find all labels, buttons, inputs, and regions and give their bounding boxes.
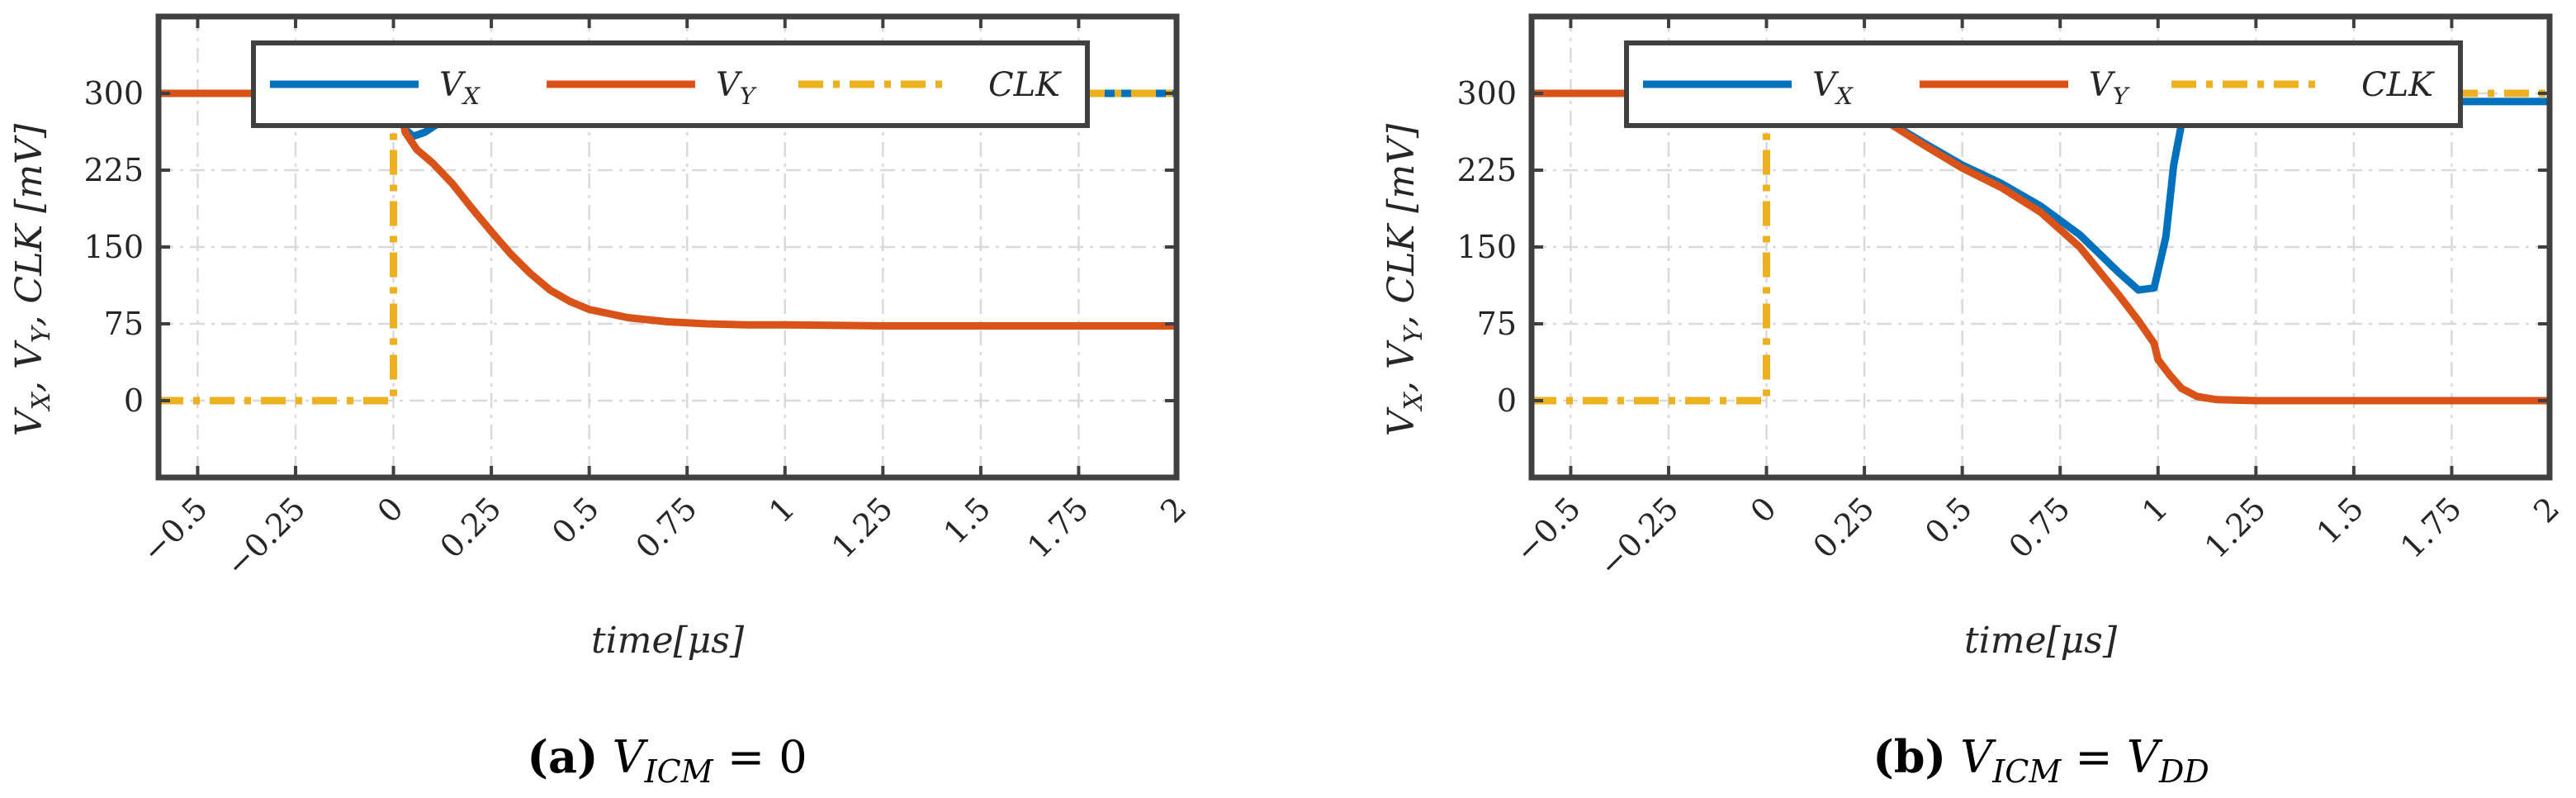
x-tick-label: 0.75 <box>2002 490 2077 565</box>
panel-caption: (b) VICM = VDD <box>1873 730 2209 790</box>
legend-label-v-x: VX <box>439 66 481 110</box>
x-axis-label: time[μs] <box>1964 620 2118 662</box>
x-tick-label: −0.5 <box>135 490 214 569</box>
panel-caption: (a) VICM = 0 <box>527 730 807 790</box>
x-tick-label: −0.5 <box>1508 490 1587 569</box>
x-tick-label: 0.25 <box>433 490 509 565</box>
x-tick-label: 1 <box>2135 490 2175 530</box>
legend: VX VY CLK <box>1624 40 2463 128</box>
legend-label-clk: CLK <box>988 66 1062 104</box>
y-axis-label: VX, VY, CLK [mV] <box>1380 123 1428 436</box>
legend-label-v-x: VX <box>1812 66 1854 110</box>
y-tick-label: 225 <box>83 152 144 188</box>
x-axis-label: time[μs] <box>591 620 745 662</box>
y-tick-label: 300 <box>1456 75 1517 112</box>
x-tick-label: 0.75 <box>629 490 704 565</box>
y-tick-label: 0 <box>1497 382 1517 419</box>
y-tick-label: 150 <box>1456 229 1517 265</box>
x-tick-label: 1.25 <box>825 490 900 565</box>
x-tick-label: −0.25 <box>1592 490 1685 583</box>
ticks <box>1532 17 2551 477</box>
y-tick-label: 0 <box>124 382 144 419</box>
chart-panel-a: 0 75 150 225 300 −0.5 −0.25 0 0.25 0.5 0.75 1 1.25 1.… <box>8 13 1193 790</box>
x-tick-label: 2 <box>2526 490 2566 530</box>
x-tick-label: 0.5 <box>545 490 606 551</box>
legend-label-v-y: VY <box>2089 66 2130 110</box>
x-tick-label: 1 <box>762 490 802 530</box>
x-tick-label: 1.25 <box>2198 490 2273 565</box>
y-tick-label: 75 <box>104 306 144 342</box>
legend-label-v-y: VY <box>716 66 757 110</box>
ticks <box>159 17 1178 477</box>
x-tick-label: 1.75 <box>1020 490 1096 565</box>
y-tick-label: 75 <box>1477 306 1517 342</box>
x-tick-label: 1.5 <box>2309 490 2370 551</box>
x-tick-label: 0 <box>1744 490 1783 530</box>
y-tick-label: 150 <box>83 229 144 265</box>
y-tick-label: 300 <box>83 75 144 112</box>
x-tick-label: 0 <box>371 490 410 530</box>
y-tick-label: 225 <box>1456 152 1517 188</box>
x-tick-label: 1.75 <box>2394 490 2469 565</box>
y-axis-label: VX, VY, CLK [mV] <box>8 123 56 436</box>
x-tick-label: −0.25 <box>219 490 312 583</box>
x-tick-label: 0.25 <box>1807 490 1882 565</box>
x-tick-label: 0.5 <box>1918 490 1979 551</box>
legend-label-clk: CLK <box>2361 66 2435 104</box>
x-tick-label: 1.5 <box>936 490 997 551</box>
chart-panel-b: 0 75 150 225 300 −0.5 −0.25 0 0.25 0.5 0.75 1 1.25 1.… <box>1380 13 2566 790</box>
legend: VX VY CLK <box>251 40 1090 128</box>
x-tick-label: 2 <box>1153 490 1193 530</box>
